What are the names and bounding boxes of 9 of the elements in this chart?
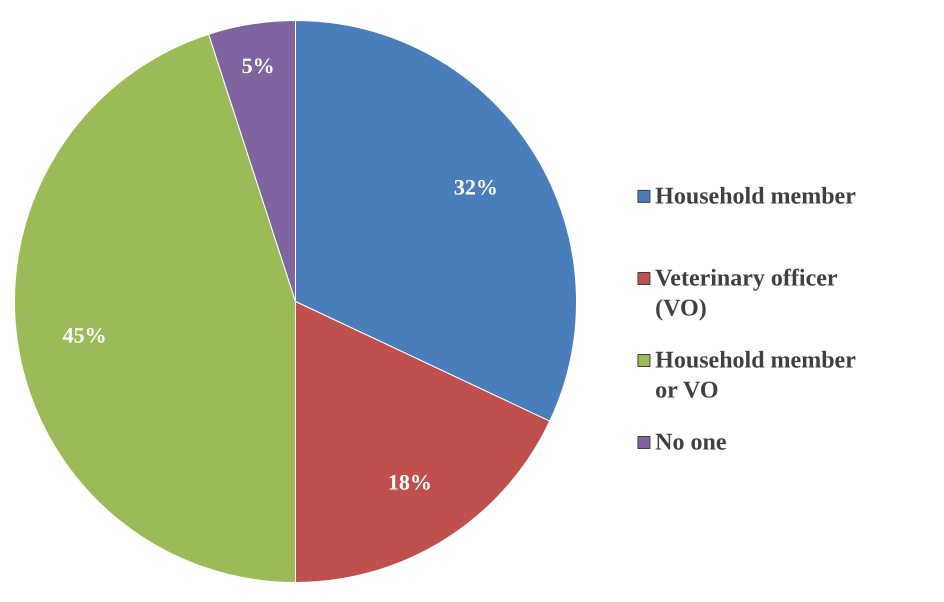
- data-label: 5%: [242, 53, 275, 78]
- legend-label: No one: [655, 430, 727, 456]
- legend-label: Veterinary officer (VO): [655, 265, 838, 322]
- data-label: 45%: [62, 322, 107, 348]
- legend-label: Household member: [655, 183, 856, 210]
- data-label: 18%: [388, 469, 432, 494]
- slice-label: Household member: [655, 348, 856, 374]
- data-label: 32%: [454, 174, 498, 200]
- category-label: or VO: [655, 378, 718, 404]
